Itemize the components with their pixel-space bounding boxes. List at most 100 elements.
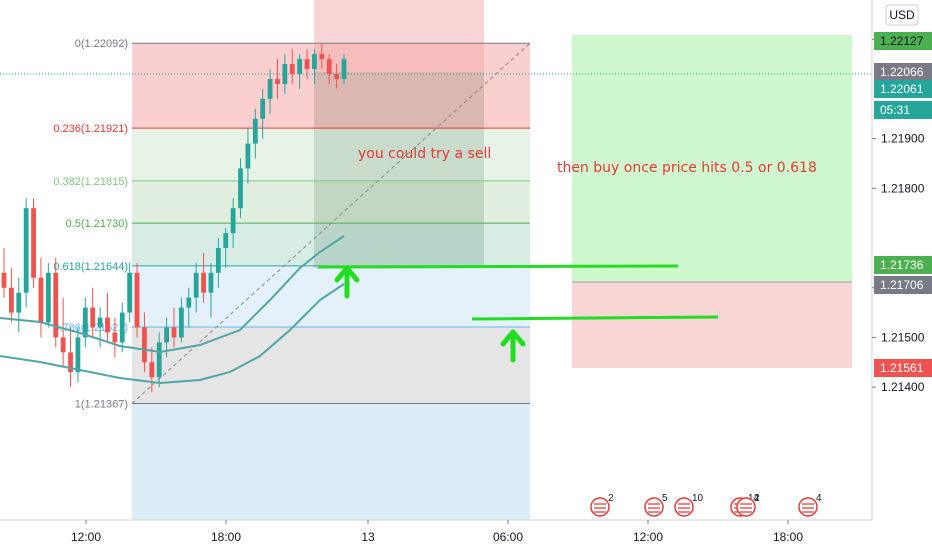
fib-level-label: 0.382(1.21815) <box>53 176 128 188</box>
candle-body[interactable] <box>45 272 51 323</box>
price-badge-label: 1.22066 <box>880 65 924 79</box>
up-arrow-icon <box>500 329 526 363</box>
fib-band <box>132 326 530 404</box>
price-badge-label: 1.22061 <box>880 82 924 96</box>
candle-body[interactable] <box>8 287 14 313</box>
candle-body[interactable] <box>1 272 7 288</box>
time-tick-label: 18:00 <box>773 530 803 544</box>
us-flag-icon <box>802 503 814 513</box>
candle-body[interactable] <box>127 272 133 313</box>
candle-body[interactable] <box>304 59 310 70</box>
candle-body[interactable] <box>341 59 347 79</box>
price-tick-label: 1.21900 <box>881 132 925 146</box>
price-badge <box>874 101 932 119</box>
us-flag-icon <box>594 503 606 513</box>
price-tick-label: 1.21800 <box>881 181 925 195</box>
price-badge <box>874 359 932 377</box>
fib-band <box>132 180 530 224</box>
candle-body[interactable] <box>31 208 36 278</box>
candle-body[interactable] <box>282 64 288 84</box>
fib-band <box>132 265 530 327</box>
fib-band <box>132 403 530 520</box>
candle-body[interactable] <box>16 292 22 313</box>
candle-body[interactable] <box>245 143 251 169</box>
candle-body[interactable] <box>38 277 44 323</box>
candle-body[interactable] <box>149 362 155 378</box>
price-tick-label: 1.21400 <box>881 380 925 394</box>
candle-body[interactable] <box>82 307 88 338</box>
candle-body[interactable] <box>326 59 332 75</box>
currency-label[interactable]: USD <box>889 8 915 22</box>
us-flag-icon <box>740 503 752 513</box>
candle-body[interactable] <box>312 54 317 70</box>
candle-body[interactable] <box>164 327 170 343</box>
event-flag-icon[interactable] <box>674 497 694 517</box>
candle-body[interactable] <box>142 327 147 363</box>
fib-level-label: 0.5(1.21730) <box>66 218 128 230</box>
annotation-buy: then buy once price hits 0.5 or 0.618 <box>557 160 817 176</box>
candle-body[interactable] <box>230 208 236 234</box>
candle-body[interactable] <box>156 342 162 378</box>
candle-body[interactable] <box>97 317 103 328</box>
fib-level-label: 0.618(1.21644) <box>53 261 128 273</box>
time-tick-label: 12:00 <box>633 530 663 544</box>
candle-body[interactable] <box>75 337 81 373</box>
candle-body[interactable] <box>223 233 229 248</box>
time-tick-label: 06:00 <box>493 530 523 544</box>
price-badge <box>874 80 932 98</box>
candle-body[interactable] <box>297 59 303 75</box>
candle-body[interactable] <box>260 98 266 119</box>
candle-body[interactable] <box>112 332 118 343</box>
event-flag-icon[interactable] <box>644 497 664 517</box>
candle-body[interactable] <box>319 54 325 60</box>
candle-body[interactable] <box>334 74 340 79</box>
candle-body[interactable] <box>267 78 273 99</box>
candle-body[interactable] <box>208 272 214 293</box>
price-badge <box>874 63 932 81</box>
up-arrow-icon <box>334 265 360 299</box>
candle-body[interactable] <box>178 307 184 338</box>
event-count: 2 <box>608 493 614 504</box>
fib-trend-line <box>131 42 531 404</box>
fib-level-label: 0(1.22092) <box>75 38 128 50</box>
price-badge-label: 1.21706 <box>880 278 924 292</box>
fib-05-marker-line <box>317 264 679 269</box>
event-flag-icon[interactable] <box>736 497 756 517</box>
candle-body[interactable] <box>171 327 177 338</box>
event-flag-icon[interactable] <box>590 497 610 517</box>
fib-level-label: 1(1.21367) <box>75 399 128 411</box>
fib-band <box>132 128 530 181</box>
candle-body[interactable] <box>53 272 59 338</box>
candle-body[interactable] <box>60 337 66 353</box>
candle-body[interactable] <box>215 247 221 273</box>
candle-body[interactable] <box>23 208 29 293</box>
event-flag-icon[interactable] <box>798 497 818 517</box>
candle-body[interactable] <box>90 307 96 328</box>
loss-zone <box>572 282 852 368</box>
candle-body[interactable] <box>238 168 243 209</box>
currency-button[interactable] <box>885 4 919 26</box>
fib-0618-marker-line <box>471 315 719 321</box>
candle-body[interactable] <box>201 272 206 293</box>
moving-average-line <box>0 235 345 354</box>
candle-body[interactable] <box>105 317 110 333</box>
price-badge <box>874 32 932 50</box>
price-tick-label: 1.21500 <box>881 330 925 344</box>
fib-band <box>132 43 530 129</box>
candle-body[interactable] <box>252 118 258 144</box>
time-axis[interactable] <box>0 520 872 550</box>
price-badge-label: 1.21736 <box>880 258 924 272</box>
us-flag-icon <box>678 503 690 513</box>
candle-body[interactable] <box>186 297 192 308</box>
price-badge-label: 1.22127 <box>880 34 924 48</box>
annotation-sell: you could try a sell <box>358 146 491 162</box>
time-tick-label: 13 <box>361 530 375 544</box>
candle-body[interactable] <box>119 312 125 343</box>
candle-body[interactable] <box>193 272 199 298</box>
candle-body[interactable] <box>134 272 140 328</box>
candle-body[interactable] <box>275 78 280 84</box>
candle-body[interactable] <box>289 64 295 75</box>
candle-body[interactable] <box>68 352 73 373</box>
